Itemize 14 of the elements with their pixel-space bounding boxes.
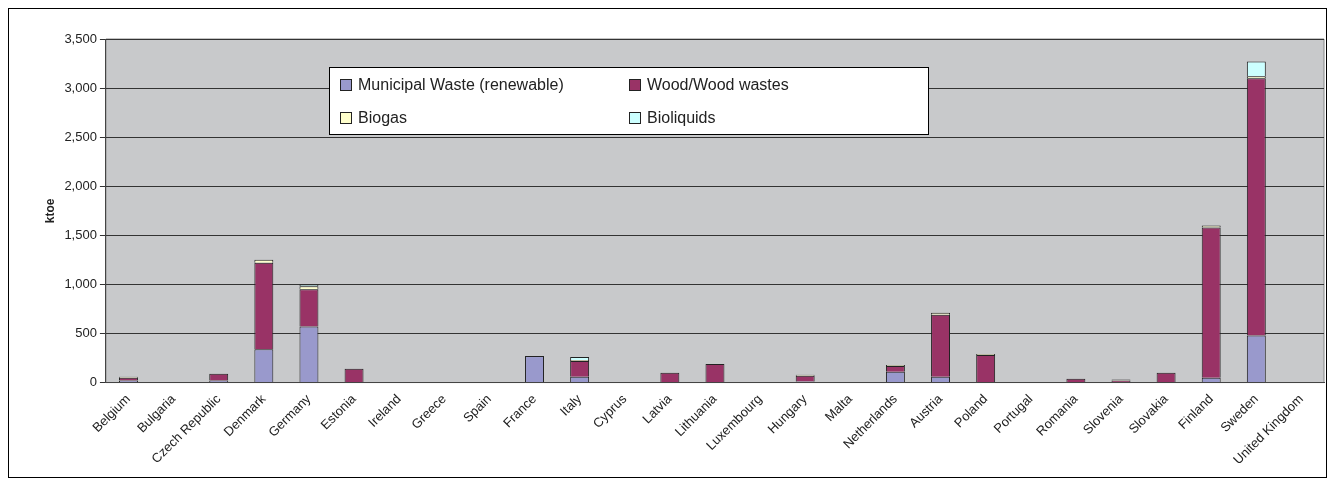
y-tick-label: 500 bbox=[75, 325, 97, 341]
legend-label: Municipal Waste (renewable) bbox=[358, 75, 564, 94]
y-tick-label: 3,500 bbox=[64, 30, 97, 46]
y-tick-label: 3,000 bbox=[64, 79, 97, 95]
y-tick-label: 0 bbox=[89, 374, 97, 390]
y-tick-label: 1,000 bbox=[64, 275, 97, 291]
y-axis-title: ktoe bbox=[42, 198, 57, 224]
y-tick-label: 1,500 bbox=[64, 226, 97, 242]
legend-label: Biogas bbox=[358, 108, 407, 127]
legend-label: Bioliquids bbox=[647, 108, 716, 127]
x-tick-label: Italy bbox=[556, 390, 585, 419]
y-tick-label: 2,500 bbox=[64, 128, 97, 144]
y-tick-label: 2,000 bbox=[64, 177, 97, 193]
legend-label: Wood/Wood wastes bbox=[647, 75, 789, 94]
